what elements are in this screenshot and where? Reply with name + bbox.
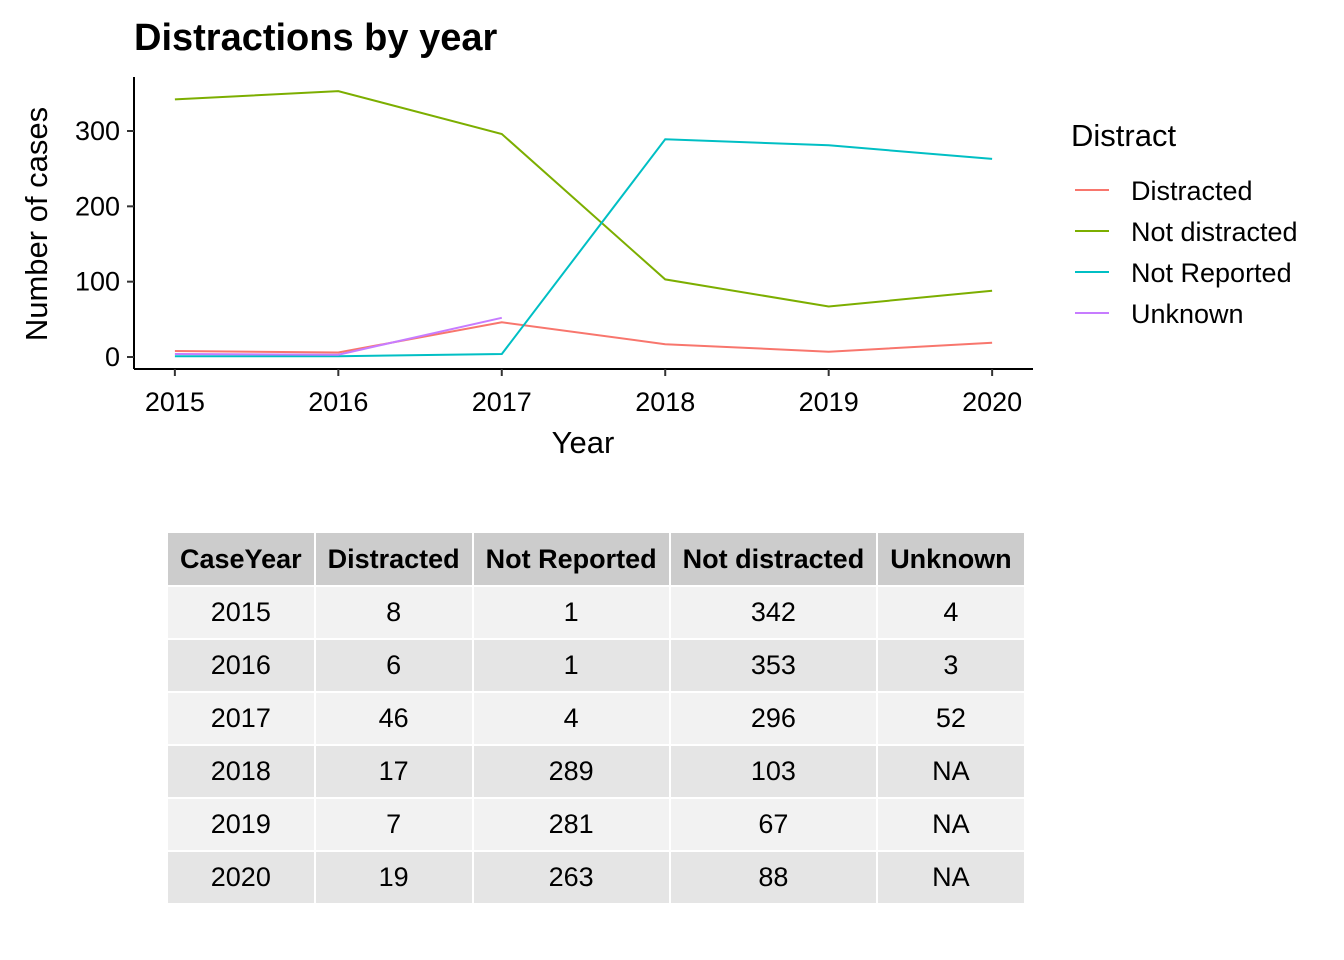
data-table: CaseYear Distracted Not Reported Not distra… bbox=[166, 531, 1026, 905]
table-cell: 8 bbox=[313, 585, 474, 640]
table-cell: 263 bbox=[471, 850, 671, 905]
table-cell: 289 bbox=[471, 744, 671, 799]
x-tick-label: 2016 bbox=[308, 387, 368, 417]
table-cell: 2019 bbox=[166, 797, 316, 852]
table-cell: NA bbox=[876, 850, 1026, 905]
table-cell: 67 bbox=[668, 797, 879, 852]
y-tick-label: 100 bbox=[75, 267, 120, 297]
y-tick-label: 300 bbox=[75, 116, 120, 146]
y-tick-label: 0 bbox=[105, 342, 120, 372]
table-header-cell: Not Reported bbox=[471, 531, 671, 587]
series-line-not-distracted bbox=[174, 90, 993, 308]
table-cell: 52 bbox=[876, 691, 1026, 746]
chart-title: Distractions by year bbox=[134, 17, 497, 59]
table-cell: 296 bbox=[668, 691, 879, 746]
table-cell: 281 bbox=[471, 797, 671, 852]
table-row: 2018 17 289 103 NA bbox=[166, 744, 1026, 799]
table-row: 2017 46 4 296 52 bbox=[166, 691, 1026, 746]
table-header-cell: Not distracted bbox=[668, 531, 879, 587]
table-cell: 7 bbox=[313, 797, 474, 852]
table-cell: 342 bbox=[668, 585, 879, 640]
table-cell: 1 bbox=[471, 638, 671, 693]
table-cell: 4 bbox=[876, 585, 1026, 640]
legend-label-not-distracted: Not distracted bbox=[1131, 217, 1298, 247]
x-tick-label: 2019 bbox=[799, 387, 859, 417]
x-axis-title: Year bbox=[552, 425, 615, 460]
table-header-row: CaseYear Distracted Not Reported Not distra… bbox=[166, 531, 1026, 587]
x-tick-label: 2017 bbox=[472, 387, 532, 417]
plot-axes: 0 100 200 300 2015 2016 2017 2018 2019 2020 bbox=[75, 77, 1033, 417]
table-cell: 2016 bbox=[166, 638, 316, 693]
x-tick-label: 2015 bbox=[145, 387, 205, 417]
y-tick-label: 200 bbox=[75, 191, 120, 221]
line-chart: Distractions by year 0 100 200 300 2015 2016 2… bbox=[19, 17, 1298, 460]
y-axis-title: Number of cases bbox=[19, 107, 54, 341]
table-cell: 6 bbox=[313, 638, 474, 693]
table-row: 2015 8 1 342 4 bbox=[166, 585, 1026, 640]
table-cell: 3 bbox=[876, 638, 1026, 693]
table-row: 2020 19 263 88 NA bbox=[166, 850, 1026, 905]
table-cell: 46 bbox=[313, 691, 474, 746]
legend-title: Distract bbox=[1071, 118, 1176, 153]
table-cell: NA bbox=[876, 744, 1026, 799]
table-cell: 2017 bbox=[166, 691, 316, 746]
table-header-cell: CaseYear bbox=[166, 531, 316, 587]
table-header-cell: Distracted bbox=[313, 531, 474, 587]
table-cell: 2018 bbox=[166, 744, 316, 799]
table-cell: NA bbox=[876, 797, 1026, 852]
series-line-unknown bbox=[174, 316, 503, 356]
plot-lines bbox=[174, 90, 993, 358]
table-cell: 88 bbox=[668, 850, 879, 905]
table-cell: 19 bbox=[313, 850, 474, 905]
legend-label-distracted: Distracted bbox=[1131, 176, 1253, 206]
legend-label-not-reported: Not Reported bbox=[1131, 258, 1292, 288]
table-cell: 103 bbox=[668, 744, 879, 799]
table-cell: 1 bbox=[471, 585, 671, 640]
table-cell: 2015 bbox=[166, 585, 316, 640]
table-cell: 2020 bbox=[166, 850, 316, 905]
table-row: 2019 7 281 67 NA bbox=[166, 797, 1026, 852]
legend-label-unknown: Unknown bbox=[1131, 299, 1244, 329]
series-line-not-reported bbox=[174, 138, 993, 358]
table-cell: 17 bbox=[313, 744, 474, 799]
x-tick-label: 2020 bbox=[962, 387, 1022, 417]
series-line-distracted bbox=[174, 321, 993, 354]
x-tick-label: 2018 bbox=[635, 387, 695, 417]
table-row: 2016 6 1 353 3 bbox=[166, 638, 1026, 693]
table-header-cell: Unknown bbox=[876, 531, 1026, 587]
legend: Distract Distracted Not distracted Not Rep… bbox=[1071, 118, 1298, 329]
table-cell: 4 bbox=[471, 691, 671, 746]
table-cell: 353 bbox=[668, 638, 879, 693]
